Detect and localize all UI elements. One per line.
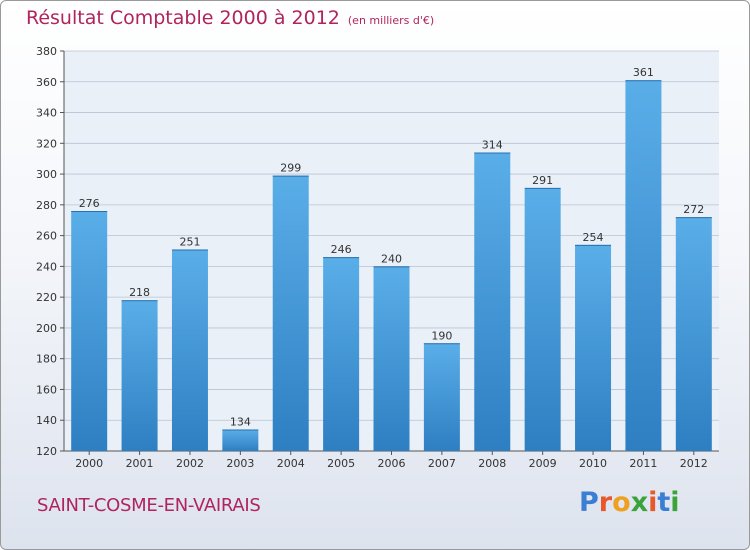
logo-letter: i — [670, 487, 680, 518]
x-tick-label: 2007 — [428, 457, 456, 470]
bar — [373, 266, 410, 451]
y-tick-label: 200 — [36, 322, 57, 335]
bar — [121, 300, 158, 451]
title-unit: (en milliers d'€) — [347, 14, 435, 27]
logo-letter: i — [648, 487, 658, 518]
data-label: 246 — [331, 243, 352, 256]
bar — [272, 175, 309, 451]
bar — [71, 211, 108, 451]
data-label: 134 — [230, 415, 251, 428]
x-tick-label: 2011 — [629, 457, 657, 470]
x-tick-label: 2010 — [579, 457, 607, 470]
x-tick-label: 2002 — [176, 457, 204, 470]
data-label: 272 — [683, 203, 704, 216]
y-tick-label: 160 — [36, 383, 57, 396]
title-main: Résultat Comptable 2000 à 2012 — [26, 7, 340, 29]
x-tick-label: 2004 — [277, 457, 305, 470]
location-name: SAINT-COSME-EN-VAIRAIS — [37, 495, 261, 516]
x-tick-label: 2008 — [478, 457, 506, 470]
y-tick-label: 260 — [36, 230, 57, 243]
bar — [524, 187, 561, 451]
logo-letter: P — [579, 487, 599, 518]
y-tick-label: 140 — [36, 414, 57, 427]
y-tick-label: 280 — [36, 199, 57, 212]
x-tick-label: 2006 — [378, 457, 406, 470]
bar — [323, 257, 360, 451]
bar — [222, 429, 259, 451]
y-tick-label: 300 — [36, 168, 57, 181]
chart-title: Résultat Comptable 2000 à 2012 (en millie… — [26, 7, 434, 29]
data-label: 314 — [482, 139, 503, 152]
y-tick-label: 120 — [36, 445, 57, 458]
y-tick-label: 180 — [36, 353, 57, 366]
data-label: 190 — [431, 329, 452, 342]
logo-letter: x — [630, 487, 649, 518]
bar — [675, 217, 712, 451]
data-label: 361 — [633, 66, 654, 79]
logo-letter: o — [612, 487, 631, 518]
x-tick-label: 2009 — [529, 457, 557, 470]
y-tick-label: 240 — [36, 260, 57, 273]
data-label: 218 — [129, 286, 150, 299]
x-tick-label: 2000 — [75, 457, 103, 470]
x-tick-label: 2012 — [680, 457, 708, 470]
data-label: 276 — [79, 197, 100, 210]
y-tick-label: 320 — [36, 137, 57, 150]
data-label: 251 — [179, 235, 200, 248]
logo-letter: t — [657, 487, 671, 518]
x-tick-label: 2003 — [226, 457, 254, 470]
data-label: 240 — [381, 252, 402, 265]
x-tick-label: 2005 — [327, 457, 355, 470]
bar — [625, 80, 662, 451]
bar — [575, 244, 612, 451]
bar — [423, 343, 460, 451]
y-tick-label: 340 — [36, 107, 57, 120]
bar — [474, 152, 511, 452]
y-tick-label: 380 — [36, 45, 57, 58]
x-tick-label: 2001 — [126, 457, 154, 470]
data-label: 291 — [532, 174, 553, 187]
y-tick-label: 360 — [36, 76, 57, 89]
data-label: 254 — [583, 231, 604, 244]
y-tick-label: 220 — [36, 291, 57, 304]
proxiti-logo: Proxiti — [579, 487, 680, 518]
data-label: 299 — [280, 162, 301, 175]
bar — [171, 249, 208, 451]
logo-letter: r — [598, 487, 613, 518]
